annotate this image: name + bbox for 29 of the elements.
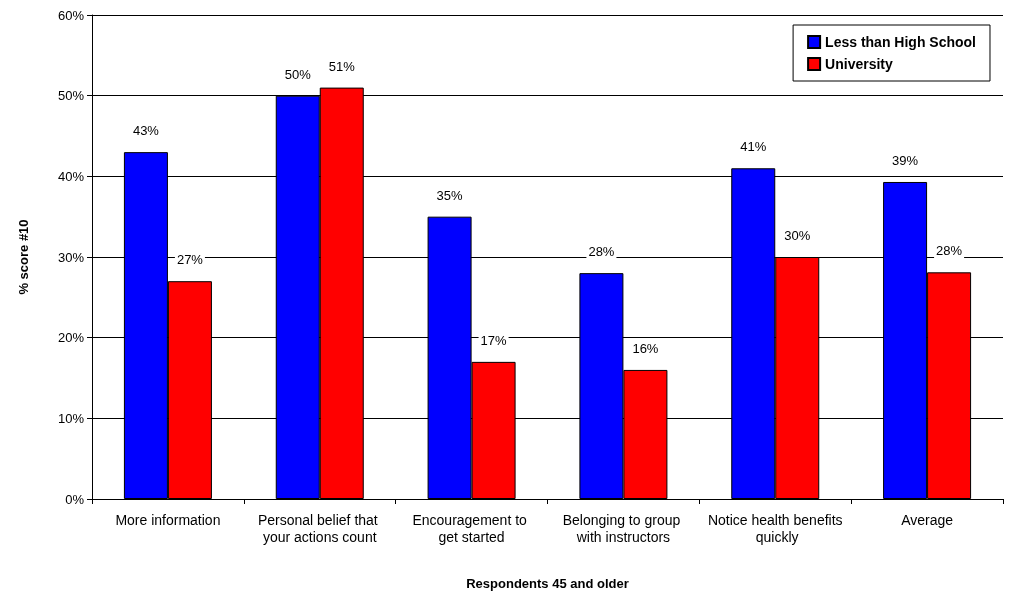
data-label: 17% <box>480 332 508 348</box>
y-axis-title: % score #10 <box>16 219 31 295</box>
legend-label: Less than High School <box>825 34 976 50</box>
data-label: 28% <box>588 244 615 260</box>
x-tick-label: Encouragement to get started <box>412 511 531 545</box>
data-label: 28% <box>936 243 963 259</box>
y-tick-label: 20% <box>57 330 85 346</box>
data-label: 43% <box>132 123 160 139</box>
y-tick-label: 0% <box>65 491 85 507</box>
data-label: 39% <box>892 152 919 168</box>
y-tick-label: 60% <box>57 7 85 23</box>
x-tick-label: Notice health benefits quickly <box>707 511 843 545</box>
data-label: 16% <box>632 340 659 356</box>
y-tick-label: 40% <box>57 168 85 184</box>
data-label: 41% <box>740 139 767 155</box>
x-tick-label: Belonging to group with instructors <box>562 511 685 545</box>
x-tick-label: Average <box>901 511 954 528</box>
data-label: 30% <box>784 228 811 243</box>
data-label: 50% <box>284 66 312 82</box>
x-tick-label: More information <box>115 511 221 528</box>
data-label: 51% <box>328 58 356 74</box>
data-label: 35% <box>436 187 464 203</box>
x-tick-label: Personal belief that your actions count <box>257 511 382 545</box>
data-label: 27% <box>176 252 204 268</box>
y-tick-label: 30% <box>57 249 85 265</box>
y-tick-label: 10% <box>57 410 85 426</box>
x-axis-title: Respondents 45 and older <box>466 576 629 591</box>
y-tick-label: 50% <box>57 88 85 104</box>
legend-label: University <box>825 56 894 72</box>
